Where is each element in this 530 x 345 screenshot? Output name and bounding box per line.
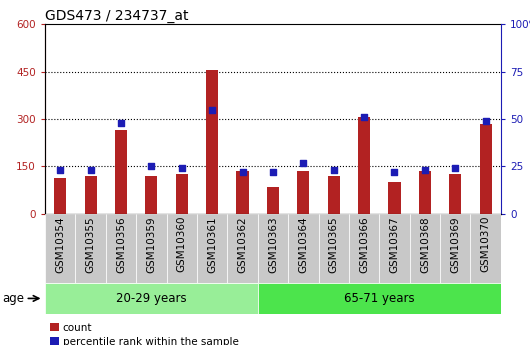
Bar (410, 214, 440, 283)
Bar (236, 171, 249, 214)
Bar (54, 178, 66, 214)
Point (360, 115, 368, 120)
Point (390, 169, 399, 175)
Point (330, 167, 338, 173)
Bar (258, 214, 288, 283)
Point (56, 167, 65, 173)
Text: GSM10365: GSM10365 (329, 216, 339, 273)
Text: GSM10366: GSM10366 (359, 216, 369, 273)
Text: 65-71 years: 65-71 years (344, 292, 414, 305)
Bar (449, 174, 461, 214)
Bar (319, 214, 349, 283)
Text: GSM10361: GSM10361 (207, 216, 217, 273)
Point (117, 120, 125, 126)
Bar (297, 171, 310, 214)
Text: GSM10362: GSM10362 (237, 216, 248, 273)
Text: GSM10369: GSM10369 (450, 216, 460, 273)
Bar (419, 171, 431, 214)
Bar (136, 214, 166, 283)
Bar (206, 70, 218, 214)
Text: GSM10363: GSM10363 (268, 216, 278, 273)
Text: GSM10360: GSM10360 (177, 216, 187, 273)
Bar (358, 117, 370, 214)
Bar (288, 214, 319, 283)
Point (451, 166, 460, 171)
Bar (197, 214, 227, 283)
Bar (440, 214, 471, 283)
Text: GSM10364: GSM10364 (298, 216, 308, 273)
Bar (267, 187, 279, 214)
Text: age: age (3, 292, 25, 305)
Bar (379, 214, 410, 283)
Point (421, 167, 429, 173)
Text: 20-29 years: 20-29 years (116, 292, 187, 305)
Bar (227, 214, 258, 283)
Text: GSM10355: GSM10355 (86, 216, 95, 273)
Text: GSM10356: GSM10356 (116, 216, 126, 273)
Text: GDS473 / 234737_at: GDS473 / 234737_at (45, 9, 189, 23)
Legend: count, percentile rank within the sample: count, percentile rank within the sample (50, 323, 238, 345)
Point (178, 166, 186, 171)
Bar (388, 182, 401, 214)
Text: GSM10368: GSM10368 (420, 216, 430, 273)
Bar (471, 214, 501, 283)
Point (86, 167, 95, 173)
Text: GSM10370: GSM10370 (481, 216, 491, 273)
Point (147, 164, 156, 169)
Point (481, 118, 490, 124)
Bar (258, 283, 501, 314)
Bar (45, 283, 258, 314)
Point (208, 107, 216, 112)
Point (269, 169, 277, 175)
Bar (328, 176, 340, 214)
Text: GSM10354: GSM10354 (55, 216, 65, 273)
Point (299, 160, 307, 165)
Text: GSM10367: GSM10367 (390, 216, 400, 273)
Bar (480, 124, 492, 214)
Bar (85, 176, 96, 214)
Bar (75, 214, 106, 283)
Bar (106, 214, 136, 283)
Bar (349, 214, 379, 283)
Text: GSM10359: GSM10359 (146, 216, 156, 273)
Point (238, 169, 247, 175)
Bar (176, 174, 188, 214)
Bar (115, 130, 127, 214)
Bar (166, 214, 197, 283)
Bar (45, 214, 75, 283)
Bar (145, 176, 157, 214)
